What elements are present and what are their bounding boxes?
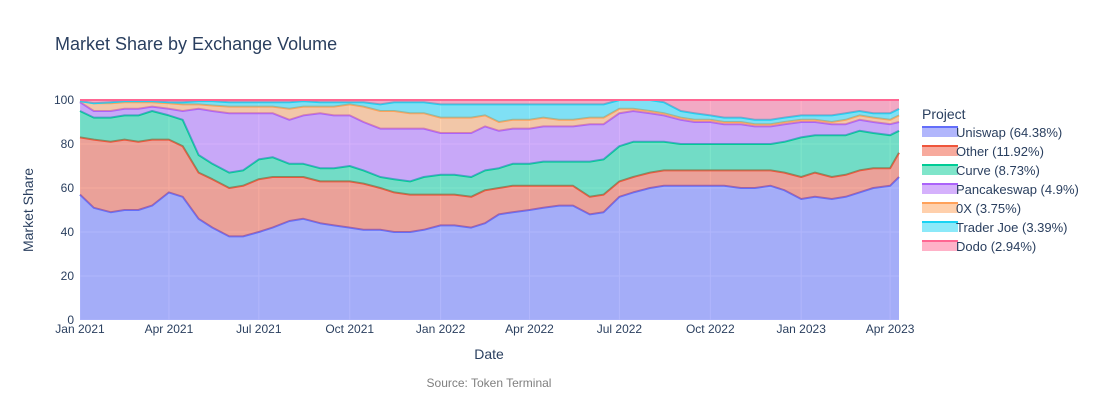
legend-swatch — [922, 203, 958, 213]
area-dodo — [80, 100, 899, 120]
legend[interactable]: Uniswap (64.38%) Other (11.92%) Curve (8.7… — [922, 125, 1079, 254]
legend-label: Other (11.92%) — [956, 144, 1044, 159]
area-series-group — [79, 99, 900, 320]
legend-item-pancakeswap[interactable]: Pancakeswap (4.9%) — [922, 182, 1079, 197]
legend-label: Uniswap (64.38%) — [956, 125, 1062, 140]
source-note: Source: Token Terminal — [427, 376, 552, 390]
y-tick-label: 20 — [61, 269, 75, 283]
area-uniswap — [80, 177, 899, 320]
legend-swatch — [922, 222, 958, 232]
y-axis-ticks: 0 20 40 60 80 100 — [54, 93, 74, 327]
area-curve — [80, 111, 899, 197]
legend-swatch — [922, 127, 958, 137]
x-tick-label: Apr 2022 — [505, 322, 554, 336]
x-tick-label: Jul 2022 — [597, 322, 643, 336]
legend-item-0x[interactable]: 0X (3.75%) — [922, 201, 1021, 216]
legend-label: 0X (3.75%) — [956, 201, 1021, 216]
legend-label: Pancakeswap (4.9%) — [956, 182, 1079, 197]
legend-label: Curve (8.73%) — [956, 163, 1040, 178]
x-tick-label: Jan 2023 — [776, 322, 826, 336]
y-tick-label: 40 — [61, 225, 75, 239]
x-tick-label: Oct 2022 — [686, 322, 735, 336]
legend-swatch — [922, 146, 958, 156]
legend-item-other[interactable]: Other (11.92%) — [922, 144, 1044, 159]
y-axis-title: Market Share — [20, 168, 36, 252]
legend-swatch — [922, 184, 958, 194]
y-tick-label: 80 — [61, 137, 75, 151]
legend-label: Dodo (2.94%) — [956, 239, 1036, 254]
x-tick-label: Jan 2021 — [55, 322, 105, 336]
area-other — [80, 137, 899, 237]
y-tick-label: 100 — [54, 93, 74, 107]
x-tick-label: Apr 2021 — [145, 322, 194, 336]
legend-item-curve[interactable]: Curve (8.73%) — [922, 163, 1040, 178]
x-tick-label: Apr 2023 — [866, 322, 915, 336]
x-axis-ticks: Jan 2021 Apr 2021 Jul 2021 Oct 2021 Jan 2022… — [55, 322, 914, 336]
legend-item-uniswap[interactable]: Uniswap (64.38%) — [922, 125, 1062, 140]
legend-title: Project — [922, 106, 966, 122]
chart-title: Market Share by Exchange Volume — [55, 34, 337, 54]
legend-item-trader-joe[interactable]: Trader Joe (3.39%) — [922, 220, 1068, 235]
y-tick-label: 0 — [67, 313, 74, 327]
legend-swatch — [922, 241, 958, 251]
x-tick-label: Jul 2021 — [236, 322, 282, 336]
x-tick-label: Oct 2021 — [325, 322, 374, 336]
legend-item-dodo[interactable]: Dodo (2.94%) — [922, 239, 1036, 254]
y-tick-label: 60 — [61, 181, 75, 195]
x-tick-label: Jan 2022 — [416, 322, 466, 336]
x-axis-title: Date — [474, 346, 504, 362]
area-trader-joe — [80, 100, 899, 125]
legend-label: Trader Joe (3.39%) — [956, 220, 1068, 235]
legend-swatch — [922, 165, 958, 175]
